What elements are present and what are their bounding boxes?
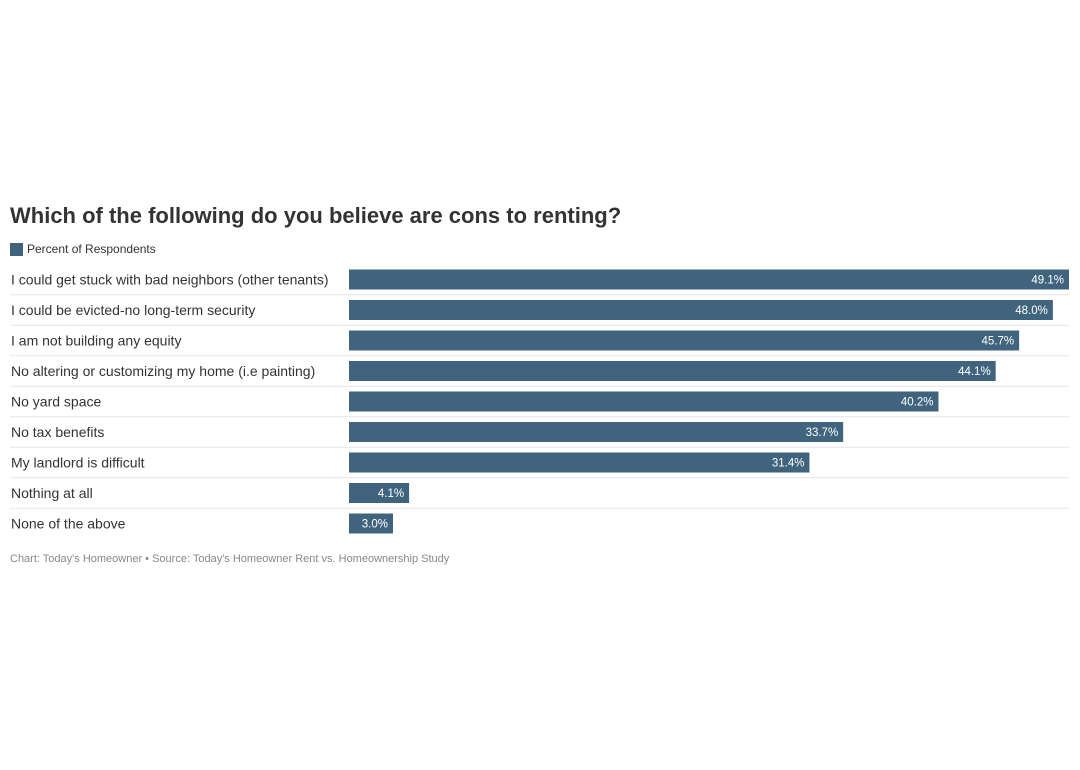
category-label: I am not building any equity bbox=[11, 333, 181, 349]
bar bbox=[349, 422, 844, 442]
bar-value-label: 49.1% bbox=[1031, 275, 1064, 287]
bar-value-label: 48.0% bbox=[1015, 305, 1048, 317]
bar bbox=[349, 330, 1020, 351]
bar-value-label: 4.1% bbox=[378, 488, 404, 500]
legend-label: Percent of Respondents bbox=[27, 242, 156, 256]
category-label: Nothing at all bbox=[11, 485, 93, 501]
bar bbox=[349, 452, 810, 473]
bar-value-label: 45.7% bbox=[982, 336, 1015, 348]
category-label: I could be evicted-no long-term security bbox=[11, 302, 255, 318]
bar-value-label: 33.7% bbox=[806, 427, 839, 439]
category-label: No yard space bbox=[11, 394, 101, 410]
bar bbox=[349, 483, 410, 503]
category-label: I could get stuck with bad neighbors (ot… bbox=[11, 272, 329, 288]
chart-title: Which of the following do you believe ar… bbox=[10, 203, 622, 228]
bar bbox=[349, 513, 393, 534]
bar bbox=[349, 269, 1069, 290]
category-label: None of the above bbox=[11, 516, 126, 532]
legend-swatch bbox=[10, 242, 23, 256]
category-label: No tax benefits bbox=[11, 424, 104, 440]
legend: Percent of Respondents bbox=[10, 242, 156, 256]
bar bbox=[349, 300, 1053, 320]
bar-chart: I could get stuck with bad neighbors (ot… bbox=[10, 269, 1069, 534]
chart-footer: Chart: Today's Homeowner • Source: Today… bbox=[10, 553, 450, 565]
bar-value-label: 3.0% bbox=[362, 519, 388, 531]
bar-value-label: 40.2% bbox=[901, 397, 934, 409]
bar bbox=[349, 391, 939, 412]
bar-value-label: 31.4% bbox=[772, 458, 805, 470]
bar-value-label: 44.1% bbox=[958, 366, 991, 378]
category-label: No altering or customizing my home (i.e … bbox=[11, 363, 315, 379]
bar bbox=[349, 361, 996, 381]
category-label: My landlord is difficult bbox=[11, 455, 145, 471]
